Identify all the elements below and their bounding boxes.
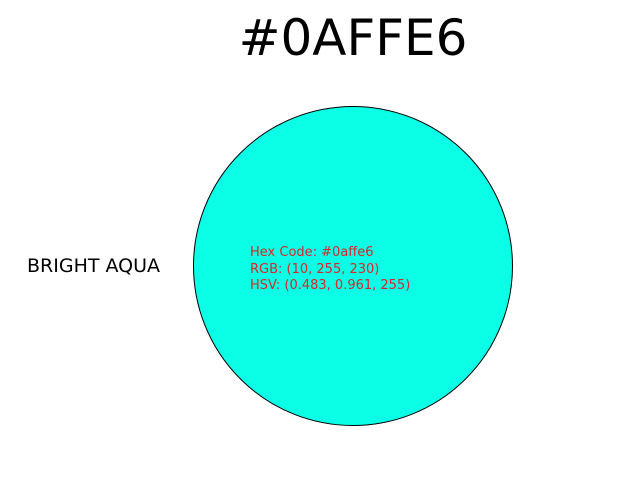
- rgb-text: RGB: (10, 255, 230): [250, 261, 380, 277]
- hex-code-text: Hex Code: #0affe6: [250, 245, 374, 260]
- color-hex-title: #0AFFE6: [238, 9, 468, 67]
- hsv-text: HSV: (0.483, 0.961, 255): [250, 278, 411, 293]
- color-swatch-circle: [193, 106, 513, 426]
- color-name-label: BRIGHT AQUA: [27, 255, 161, 277]
- color-info-block: Hex Code: #0affe6 RGB: (10, 255, 230) HS…: [250, 245, 410, 295]
